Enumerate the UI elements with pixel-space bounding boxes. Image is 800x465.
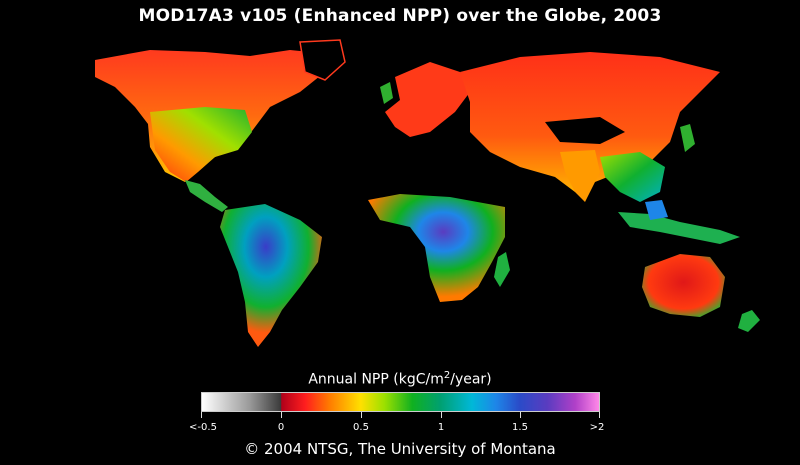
copyright-credit: © 2004 NTSG, The University of Montana — [244, 440, 556, 458]
tick-mark — [520, 412, 521, 418]
world-npp-map — [95, 39, 760, 347]
madagascar — [494, 252, 510, 287]
central-america — [185, 180, 228, 212]
australia — [642, 254, 725, 317]
tick-label: 0 — [277, 422, 285, 433]
tick-mark — [281, 412, 282, 418]
india — [560, 150, 600, 202]
map-title: MOD17A3 v105 (Enhanced NPP) over the Glo… — [138, 6, 662, 26]
south-america — [220, 204, 322, 347]
indonesia — [618, 212, 740, 244]
southeast-asia — [600, 152, 665, 202]
tick-label: <-0.5 — [189, 422, 217, 433]
tibet-dark — [545, 117, 625, 144]
tick-mark — [441, 412, 442, 418]
greenland — [299, 39, 346, 81]
tick-label: 1 — [437, 422, 445, 433]
tick-mark — [201, 412, 202, 418]
tick-mark — [599, 412, 600, 418]
npp-colorbar — [201, 392, 600, 412]
legend-title: Annual NPP (kgC/m2/year) — [308, 370, 492, 388]
new-zealand — [738, 310, 760, 332]
borneo — [645, 200, 668, 220]
europe — [385, 62, 470, 137]
uk — [380, 82, 393, 104]
tick-label: 1.5 — [512, 422, 528, 433]
africa-vegetation — [368, 194, 505, 302]
usa-region — [150, 107, 252, 182]
tick-mark — [361, 412, 362, 418]
tick-label: 0.5 — [353, 422, 369, 433]
tick-label: >2 — [589, 422, 605, 433]
japan — [680, 124, 695, 152]
colorbar-ticks — [201, 412, 600, 418]
